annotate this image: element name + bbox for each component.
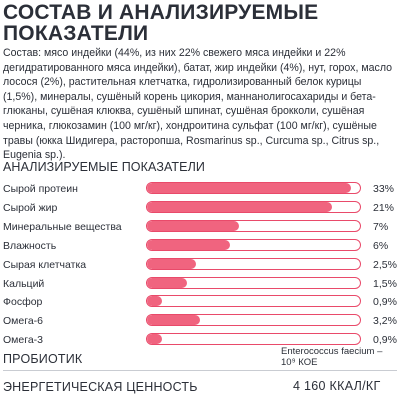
nutrient-value: 0,9% [373,334,397,347]
nutrient-bar-fill [147,201,333,212]
nutrient-bar [146,219,361,232]
page-title: СОСТАВ И АНАЛИЗИРУЕМЫЕ ПОКАЗАТЕЛИ [3,1,319,45]
nutrient-bar-fill [147,334,162,345]
nutrient-value: 3,2% [373,315,397,328]
energy-value: 4 160 ККАЛ/КГ [293,379,381,393]
nutrient-label: Омега-6 [3,315,44,328]
probiotic-label: ПРОБИОТИК [3,352,83,366]
composition-text: Состав: мясо индейки (44%, из них 22% св… [3,47,393,162]
nutrient-row: Сырой протеин 33% [0,180,400,198]
nutrient-value: 1,5% [373,277,397,290]
nutrient-bar [146,238,361,251]
nutrient-row: Омега-6 3,2% [0,312,400,330]
nutrient-value: 6% [373,239,389,252]
probiotic-value: Enterococcus faecium – 10⁹ КОЕ [281,346,383,368]
nutrient-bar-fill [147,315,201,326]
nutrient-label: Сырая клетчатка [3,258,87,271]
nutrient-bar-fill [147,258,196,269]
nutrient-bar [146,182,361,194]
nutrient-value: 2,5% [373,258,397,271]
nutrient-bar-fill [147,277,188,288]
nutrient-row: Сырая клетчатка 2,5% [0,256,400,274]
nutrient-bar [146,295,361,308]
nutrient-label: Сырой протеин [3,183,78,195]
analysis-heading: АНАЛИЗИРУЕМЫЕ ПОКАЗАТЕЛИ [3,160,205,174]
nutrient-bar [146,276,361,289]
nutrient-bar-fill [147,239,231,250]
nutrient-value: 33% [373,183,395,195]
nutrient-row: Влажность 6% [0,237,400,255]
nutrient-label: Фосфор [3,296,43,309]
divider [3,370,397,371]
nutrient-bar [146,257,361,270]
energy-label: ЭНЕРГЕТИЧЕСКАЯ ЦЕННОСТЬ [3,380,198,394]
nutrient-bar [146,314,361,327]
nutrient-value: 21% [373,201,395,214]
nutrient-row: Кальций 1,5% [0,275,400,293]
nutrient-bar-fill [147,296,162,307]
nutrient-row: Сырой жир 21% [0,199,400,217]
nutrient-bar [146,333,361,346]
nutrient-bar-fill [147,183,352,193]
nutrient-label: Минеральные вещества [3,220,122,233]
nutrient-bar-fill [147,220,239,231]
nutrient-label: Сырой жир [3,201,58,214]
nutrient-value: 7% [373,220,389,233]
nutrient-label: Влажность [3,239,57,252]
nutrient-bar [146,200,361,213]
nutrient-label: Кальций [3,277,45,290]
nutrient-row: Омега-3 0,9% [0,331,400,349]
nutrient-row: Минеральные вещества 7% [0,218,400,236]
nutrient-label: Омега-3 [3,334,44,347]
nutrient-row: Фосфор 0,9% [0,293,400,311]
nutrient-value: 0,9% [373,296,397,309]
